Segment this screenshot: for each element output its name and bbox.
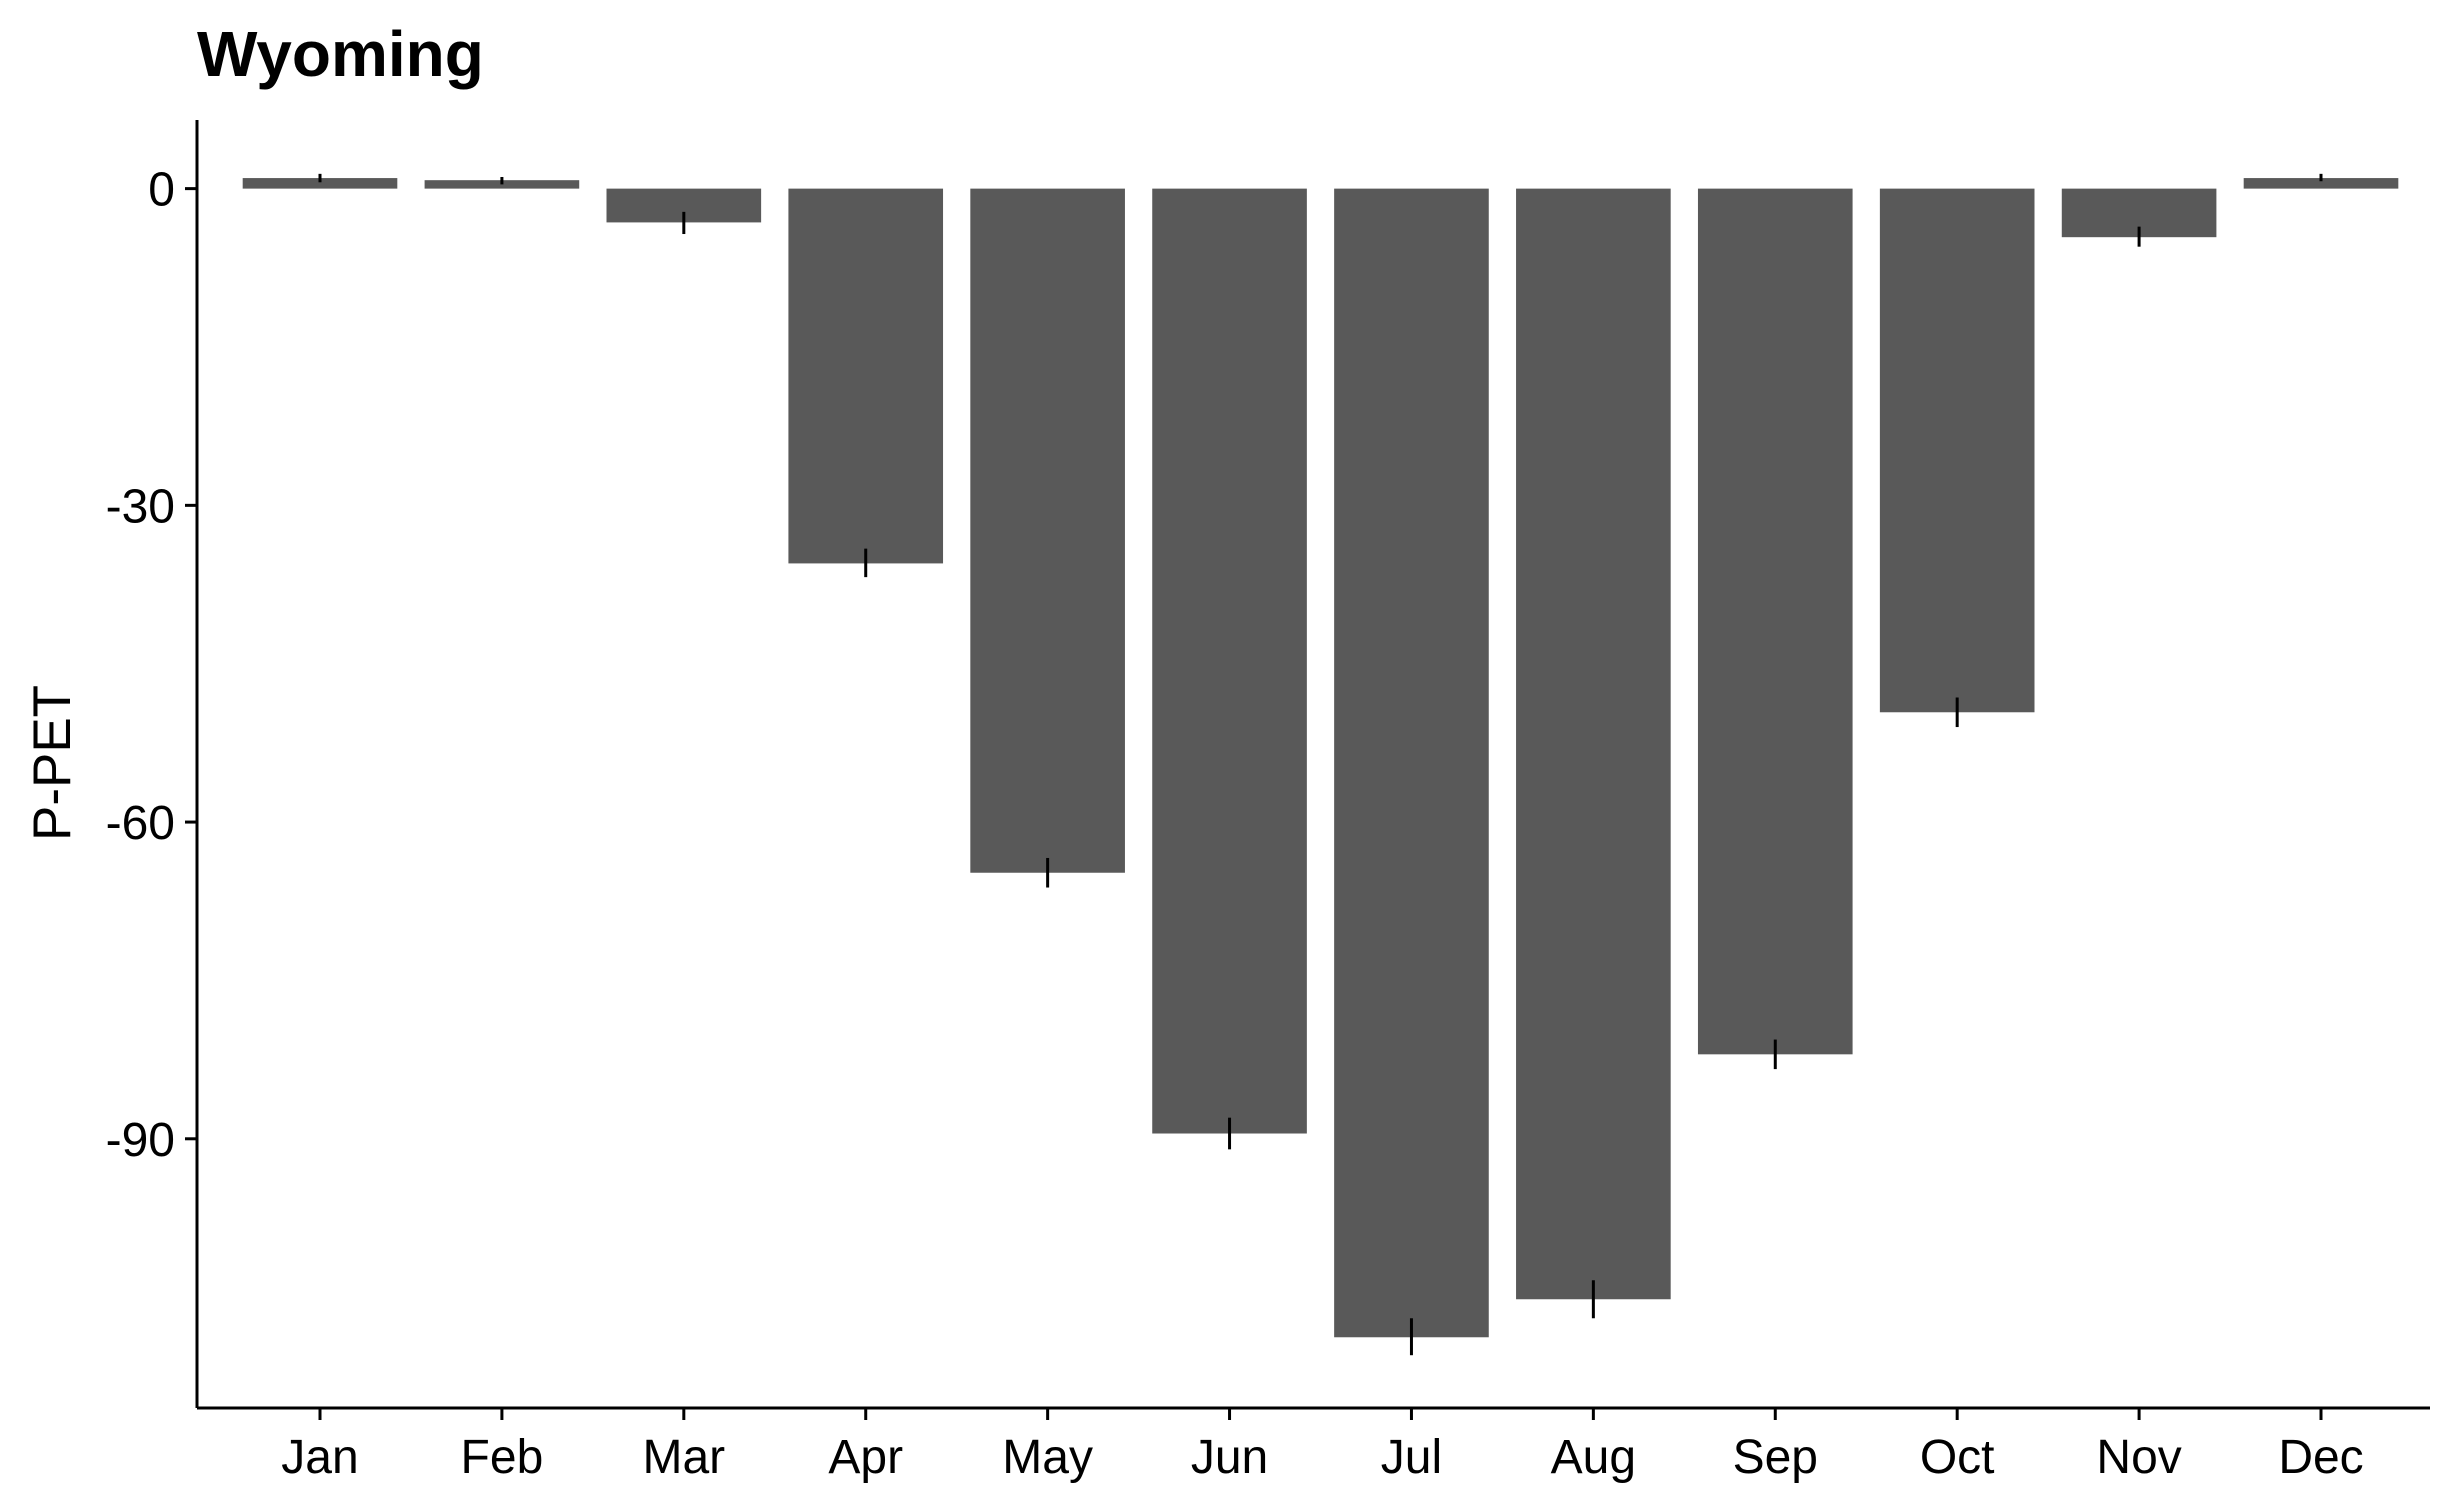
- y-tick-label: -90: [106, 1114, 175, 1167]
- y-tick-label: -60: [106, 797, 175, 850]
- bar-may: [970, 188, 1125, 873]
- error-bars-group: [318, 173, 2323, 1356]
- bar-aug: [1516, 188, 1671, 1300]
- x-tick-label-dec: Dec: [2278, 1431, 2363, 1484]
- x-tick-label-may: May: [1002, 1431, 1093, 1484]
- x-tick-label-aug: Aug: [1551, 1431, 1636, 1484]
- x-tick-label-oct: Oct: [1920, 1431, 1995, 1484]
- x-tick-label-nov: Nov: [2096, 1431, 2181, 1484]
- x-tick-label-jan: Jan: [281, 1431, 358, 1484]
- x-tick-label-apr: Apr: [828, 1431, 903, 1484]
- bar-jan: [242, 178, 398, 189]
- bar-apr: [788, 188, 944, 564]
- bar-jul: [1334, 188, 1489, 1338]
- x-axis: Jan Feb Mar Apr May Jun Jul Aug Sep Oct Nov Dec: [197, 1406, 2430, 1484]
- y-axis-title: P-PET: [23, 685, 82, 841]
- bar-jun: [1152, 188, 1307, 1134]
- x-tick-label-sep: Sep: [1733, 1431, 1818, 1484]
- x-tick-label-jun: Jun: [1191, 1431, 1268, 1484]
- y-tick-label: -30: [106, 480, 175, 533]
- bars-group: [242, 178, 2399, 1338]
- x-tick-label-feb: Feb: [461, 1431, 544, 1484]
- chart-title: Wyoming: [197, 18, 484, 90]
- bar-dec: [2243, 178, 2399, 189]
- bar-oct: [1879, 188, 2035, 713]
- bar-sep: [1697, 188, 1853, 1055]
- x-tick-label-mar: Mar: [642, 1431, 725, 1484]
- y-axis: 0 -30 -60 -90: [106, 120, 199, 1408]
- x-tick-label-jul: Jul: [1381, 1431, 1442, 1484]
- y-tick-label: 0: [148, 164, 175, 217]
